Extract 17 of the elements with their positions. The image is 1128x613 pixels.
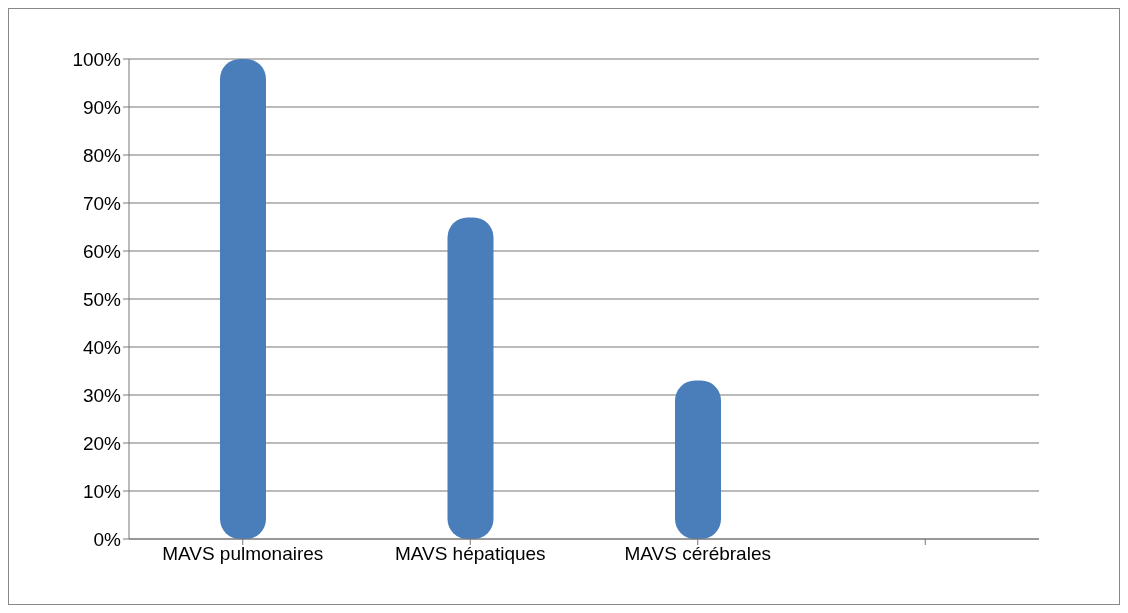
y-tick-label: 0% — [93, 528, 122, 550]
y-tick-label: 50% — [82, 288, 122, 310]
x-tick-label: MAVS cérébrales — [624, 543, 771, 565]
y-tick-label: 90% — [82, 96, 122, 118]
bar — [675, 380, 721, 539]
bar — [447, 217, 494, 539]
y-tick-label: 20% — [82, 432, 122, 454]
y-tick-label: 80% — [82, 144, 122, 166]
y-tick-label: 100% — [72, 48, 122, 70]
y-tick-label: 40% — [82, 336, 122, 358]
x-tick-label: MAVS pulmonaires — [162, 543, 324, 565]
y-tick-label: 30% — [82, 384, 122, 406]
bar — [220, 59, 266, 539]
y-tick-label: 70% — [82, 192, 122, 214]
y-tick-label: 60% — [82, 240, 122, 262]
y-tick-label: 10% — [82, 480, 122, 502]
x-tick-label: MAVS hépatiques — [394, 543, 546, 565]
